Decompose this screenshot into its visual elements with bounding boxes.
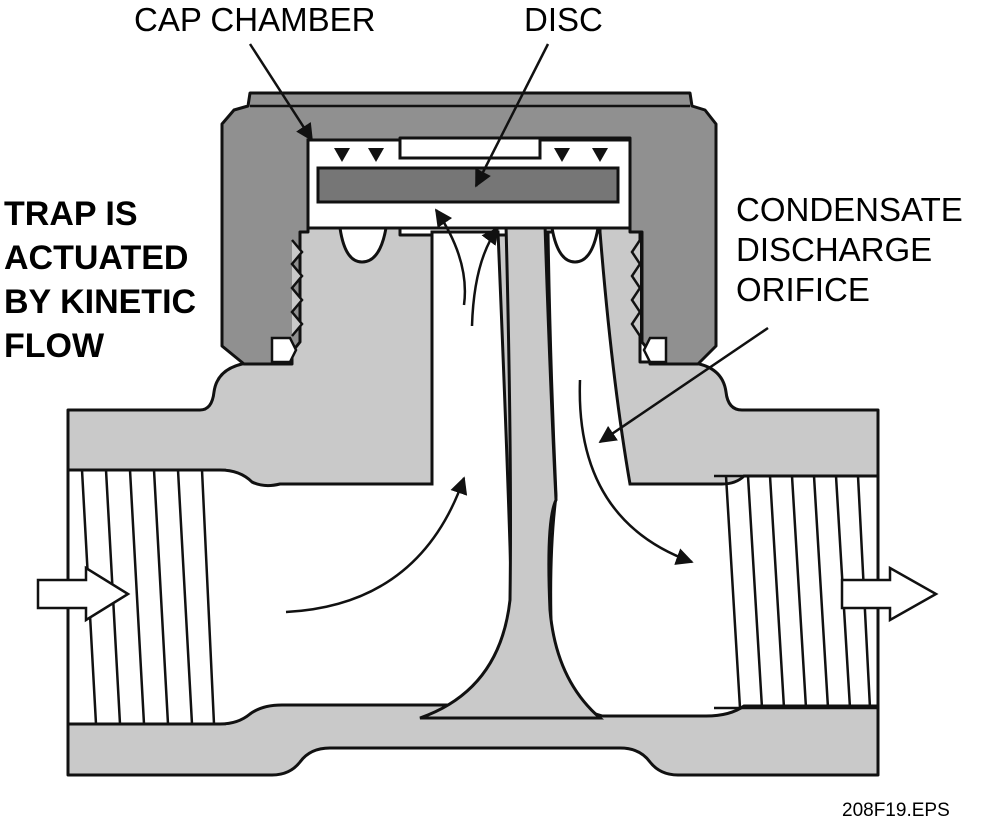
trap-line-2: ACTUATED: [4, 239, 189, 277]
cap-seal-right: [642, 336, 668, 364]
trap-line-4: FLOW: [4, 327, 105, 365]
outlet-arrow: [840, 565, 939, 623]
cap-thread-right: [630, 239, 642, 337]
disc-label: DISC: [524, 1, 603, 38]
cap-seal-left: [270, 336, 298, 364]
condensate-discharge-orifice-label: CONDENSATE DISCHARGE ORIFICE: [736, 190, 963, 310]
seat-groove-left: [338, 226, 388, 264]
condensate-line-2: DISCHARGE: [736, 231, 933, 268]
file-id-label: 208F19.EPS: [842, 800, 950, 821]
callout-leaders: [248, 43, 769, 444]
trap-line-3: BY KINETIC: [4, 283, 197, 321]
outlet-threads: [714, 474, 878, 710]
cap-chamber-label: CAP CHAMBER: [134, 1, 376, 38]
trap-line-1: TRAP IS: [4, 195, 138, 233]
trap-actuation-caption: TRAP IS ACTUATED BY KINETIC FLOW: [4, 192, 196, 368]
condensate-line-3: ORIFICE: [736, 271, 870, 308]
pressure-markers: [334, 148, 608, 162]
center-seat: [419, 223, 605, 720]
seat-groove-right: [550, 226, 600, 264]
condensate-line-1: CONDENSATE: [736, 191, 963, 228]
inlet-arrow: [36, 565, 131, 623]
cap-thread-left: [290, 239, 304, 337]
disc-shape: [316, 166, 620, 204]
flow-arrows: [285, 208, 694, 614]
